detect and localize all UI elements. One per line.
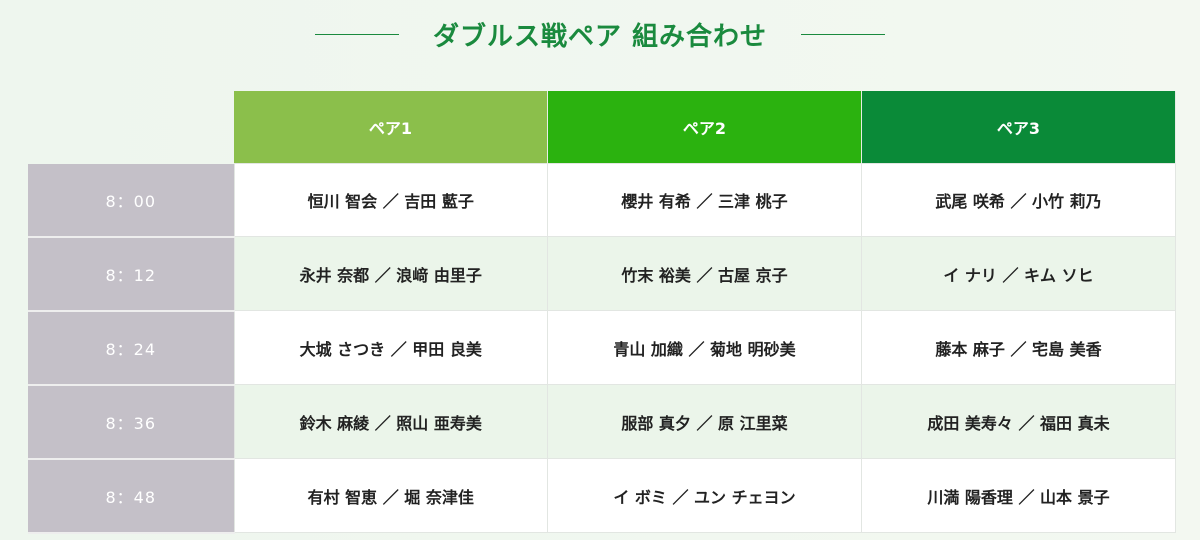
pair-cell: 櫻井 有希 ／ 三津 桃子 [547, 163, 862, 237]
page-title: ダブルス戦ペア 組み合わせ [432, 21, 768, 52]
pair-cell: 大城 さつき ／ 甲田 良美 [233, 310, 548, 385]
table-row: 8：24 大城 さつき ／ 甲田 良美 青山 加織 ／ 菊地 明砂美 藤本 麻子 ／ … [28, 310, 1176, 386]
header-pair-2: ペア2 [547, 91, 862, 164]
pair-cell: 服部 真夕 ／ 原 江里菜 [547, 384, 862, 459]
table-row: 8：36 鈴木 麻綾 ／ 照山 亜寿美 服部 真夕 ／ 原 江里菜 成田 美寿々 ／ … [28, 384, 1176, 460]
pair-cell: 恒川 智会 ／ 吉田 藍子 [233, 163, 548, 237]
header-pair-1: ペア1 [234, 91, 548, 164]
pair-cell: イ ボミ ／ ユン チェヨン [547, 458, 862, 533]
page-header: ダブルス戦ペア 組み合わせ [0, 12, 1200, 56]
table-row: 8：12 永井 奈都 ／ 浪﨑 由里子 竹末 裕美 ／ 古屋 京子イ ナリ ／ キム… [28, 236, 1176, 312]
time-cell: 8：00 [28, 163, 234, 238]
pair-cell: 永井 奈都 ／ 浪﨑 由里子 [233, 236, 548, 311]
time-cell: 8：24 [28, 310, 234, 386]
pair-cell: 竹末 裕美 ／ 古屋 京子 [547, 236, 862, 311]
header-row: ペア1 ペア2 ペア3 [28, 91, 1176, 164]
corner-cell [28, 91, 234, 164]
time-cell: 8：48 [28, 458, 234, 534]
pair-cell: 有村 智恵 ／ 堀 奈津佳 [233, 458, 548, 533]
pair-cell: 川満 陽香理 ／ 山本 景子 [861, 458, 1176, 533]
header-pair-3: ペア3 [861, 91, 1176, 164]
table-row: 8：48 有村 智恵 ／ 堀 奈津佳イ ボミ ／ ユン チェヨン 川満 陽香理 ／ … [28, 458, 1176, 534]
pair-cell: 鈴木 麻綾 ／ 照山 亜寿美 [233, 384, 548, 459]
pair-cell: 青山 加織 ／ 菊地 明砂美 [547, 310, 862, 385]
time-cell: 8：36 [28, 384, 234, 460]
pairings-table: ペア1 ペア2 ペア3 8：00 恒川 智会 ／ 吉田 藍子 櫻井 有希 ／ 三津 … [28, 91, 1176, 534]
pair-cell: 成田 美寿々 ／ 福田 真未 [861, 384, 1176, 459]
pair-cell: イ ナリ ／ キム ソヒ [861, 236, 1176, 311]
time-cell: 8：12 [28, 236, 234, 312]
title-divider-left [314, 33, 399, 35]
pair-cell: 藤本 麻子 ／ 宅島 美香 [861, 310, 1176, 385]
table-row: 8：00 恒川 智会 ／ 吉田 藍子 櫻井 有希 ／ 三津 桃子 武尾 咲希 ／ 小竹… [28, 163, 1176, 238]
pair-cell: 武尾 咲希 ／ 小竹 莉乃 [861, 163, 1176, 237]
title-divider-right [801, 33, 886, 35]
